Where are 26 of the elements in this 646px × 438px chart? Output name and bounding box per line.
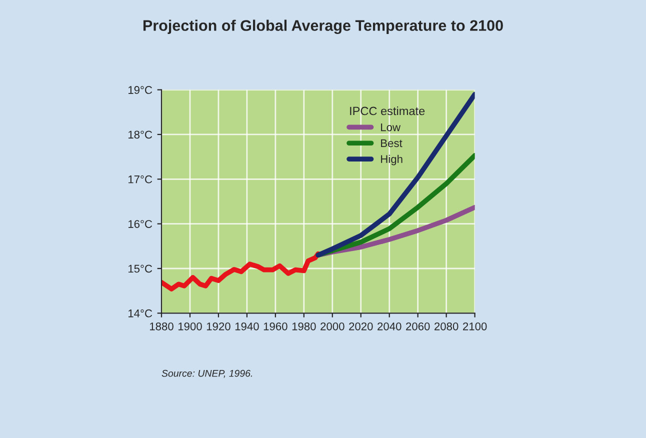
chart-title: Projection of Global Average Temperature to 2100 (143, 20, 503, 34)
y-tick-label: 18°C (128, 130, 152, 139)
y-tick-label: 16°C (128, 220, 152, 228)
x-tick-label: 1940 (235, 322, 259, 330)
x-tick-label: 2100 (463, 322, 487, 330)
y-tick-label: 17°C (128, 175, 152, 184)
line-series (162, 251, 321, 292)
x-tick-label: 1960 (264, 322, 288, 330)
y-tick-label: 15°C (128, 264, 152, 273)
x-tick-label: 2000 (320, 322, 344, 330)
legend-label: Low (381, 123, 401, 132)
legend-title: IPCC estimate (350, 106, 425, 116)
legend-label: Best (381, 139, 402, 148)
y-tick-label: 14°C (128, 309, 152, 318)
x-tick-label: 2060 (406, 322, 430, 330)
x-tick-label: 1900 (178, 322, 202, 330)
x-tick-label: 1920 (206, 322, 230, 330)
line-series (316, 92, 475, 258)
x-tick-label: 2020 (349, 322, 373, 330)
y-tick-label: 19°C (128, 86, 152, 94)
source-note: Source: UNEP, 1996. (162, 370, 252, 378)
x-tick-label: 1880 (150, 322, 174, 330)
x-tick-label: 2040 (378, 322, 402, 330)
x-tick-label: 2080 (434, 322, 458, 330)
legend-label: High (381, 154, 402, 166)
x-tick-label: 1980 (292, 322, 316, 330)
